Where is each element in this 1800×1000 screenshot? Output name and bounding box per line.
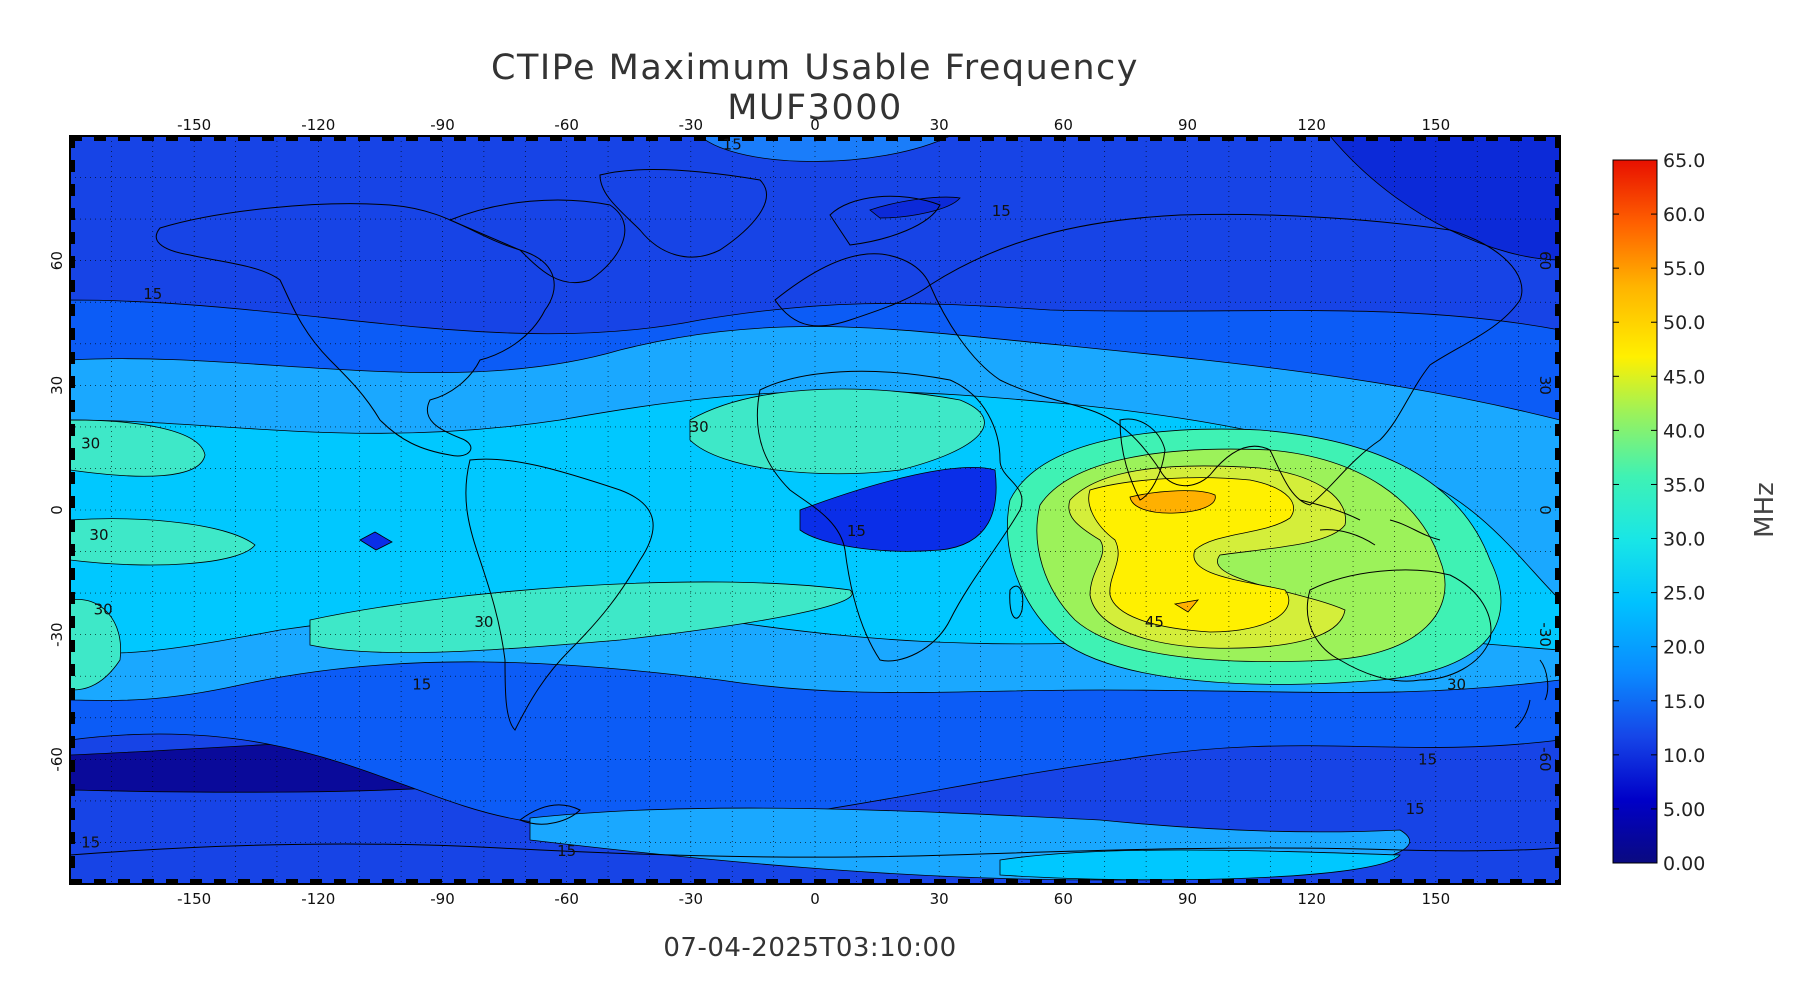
lat-tick-right: 30 [1536, 376, 1554, 395]
colorbar-tick-label: 60.0 [1663, 204, 1705, 226]
lat-tick-left: 30 [48, 376, 66, 395]
contour-label: 15 [557, 842, 576, 860]
lon-tick-bottom: 0 [810, 890, 820, 908]
colorbar-tick-label: 5.00 [1663, 799, 1705, 821]
lat-tick-left: 0 [48, 505, 66, 515]
colorbar-tick-label: 65.0 [1663, 150, 1705, 172]
colorbar-tick-label: 30.0 [1663, 529, 1705, 551]
contour-label: 45 [1145, 613, 1164, 631]
lon-tick-top: 150 [1422, 116, 1451, 134]
colorbar-tick-label: 20.0 [1663, 637, 1705, 659]
contour-labels: 15 15 15 15 15 15 15 15 15 30 30 30 30 30 30 45 [81, 135, 1466, 859]
colorbar-tick-label: 55.0 [1663, 258, 1705, 280]
contour-label: 15 [1406, 800, 1425, 818]
lon-tick-top: 30 [930, 116, 949, 134]
lon-tick-bottom: 150 [1422, 890, 1451, 908]
lon-tick-top: 90 [1178, 116, 1197, 134]
lon-tick-bottom: -120 [301, 890, 335, 908]
colorbar-unit-label: MHz [1750, 482, 1780, 538]
chart-title: CTIPe Maximum Usable Frequency MUF3000 [491, 48, 1139, 128]
lon-tick-top: -30 [679, 116, 704, 134]
lat-tick-right: 60 [1536, 251, 1554, 270]
contour-label: 15 [1418, 750, 1437, 768]
lon-tick-bottom: 90 [1178, 890, 1197, 908]
colorbar-tick-label: 10.0 [1663, 745, 1705, 767]
contour-label: 30 [690, 418, 709, 436]
lon-tick-top: 0 [810, 116, 820, 134]
colorbar-tick-label: 35.0 [1663, 474, 1705, 496]
colorbar: 65.0 60.0 55.0 50.0 45.0 40.0 35.0 30.0 25.0 20.0… [1612, 150, 1705, 875]
contour-label: 30 [89, 526, 108, 544]
colorbar-tick-label: 15.0 [1663, 691, 1705, 713]
lat-tick-left: -30 [48, 622, 66, 647]
colorbar-tick-label: 0.00 [1663, 853, 1705, 875]
lon-tick-top: -60 [554, 116, 579, 134]
contour-label: 15 [143, 285, 162, 303]
axis-tick-labels: -150 -150 -120 -120 -90 -90 -60 -60 -30 -30 0 0 30 30… [48, 116, 1554, 908]
contour-label: 30 [81, 435, 100, 453]
lat-tick-right: -60 [1536, 747, 1554, 772]
lat-tick-right: 0 [1536, 505, 1554, 515]
contour-label: 15 [81, 833, 100, 851]
colorbar-tick-label: 40.0 [1663, 420, 1705, 442]
lon-tick-bottom: 120 [1297, 890, 1326, 908]
timestamp-label: 07-04-2025T03:10:00 [663, 933, 957, 963]
colorbar-tick-label: 25.0 [1663, 583, 1705, 605]
lon-tick-top: 120 [1297, 116, 1326, 134]
colorbar-tick-label: 45.0 [1663, 366, 1705, 388]
colorbar-ramp [1612, 159, 1658, 864]
contour-label: 30 [1447, 676, 1466, 694]
contour-label: 15 [723, 135, 742, 153]
contour-label: 30 [94, 601, 113, 619]
lon-tick-bottom: -90 [430, 890, 455, 908]
contour-label: 15 [847, 522, 866, 540]
lon-tick-bottom: 60 [1054, 890, 1073, 908]
contour-label: 15 [412, 676, 431, 694]
lat-tick-right: -30 [1536, 622, 1554, 647]
map-frame [69, 135, 1561, 885]
lon-tick-bottom: -30 [679, 890, 704, 908]
contour-label: 30 [474, 613, 493, 631]
coastlines [70, 169, 1560, 858]
lon-tick-bottom: -60 [554, 890, 579, 908]
lon-tick-top: -150 [177, 116, 211, 134]
lon-tick-top: -120 [301, 116, 335, 134]
contour-label: 15 [992, 202, 1011, 220]
lon-tick-top: -90 [430, 116, 455, 134]
lon-tick-bottom: -150 [177, 890, 211, 908]
lat-tick-left: -60 [48, 747, 66, 772]
lat-tick-left: 60 [48, 251, 66, 270]
graticule [70, 136, 1560, 884]
colorbar-ticks: 65.0 60.0 55.0 50.0 45.0 40.0 35.0 30.0 25.0 20.0… [1613, 150, 1705, 875]
lon-tick-bottom: 30 [930, 890, 949, 908]
colorbar-tick-label: 50.0 [1663, 312, 1705, 334]
lon-tick-top: 60 [1054, 116, 1073, 134]
